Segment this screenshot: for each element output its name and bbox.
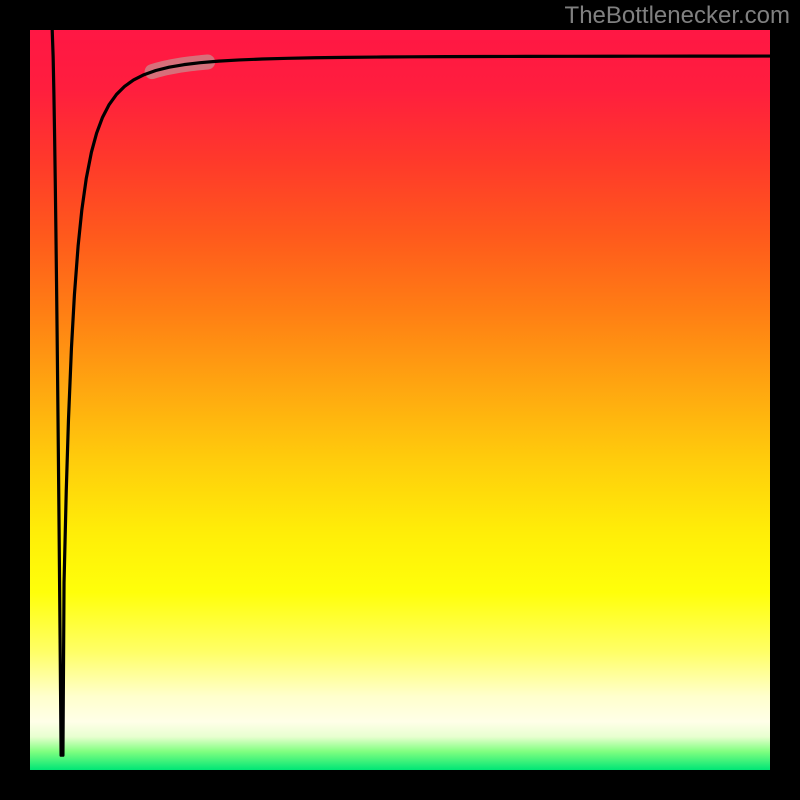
- bottleneck-chart: [0, 0, 800, 800]
- chart-container: TheBottlenecker.com: [0, 0, 800, 800]
- plot-background: [30, 30, 770, 770]
- watermark-text: TheBottlenecker.com: [565, 2, 790, 30]
